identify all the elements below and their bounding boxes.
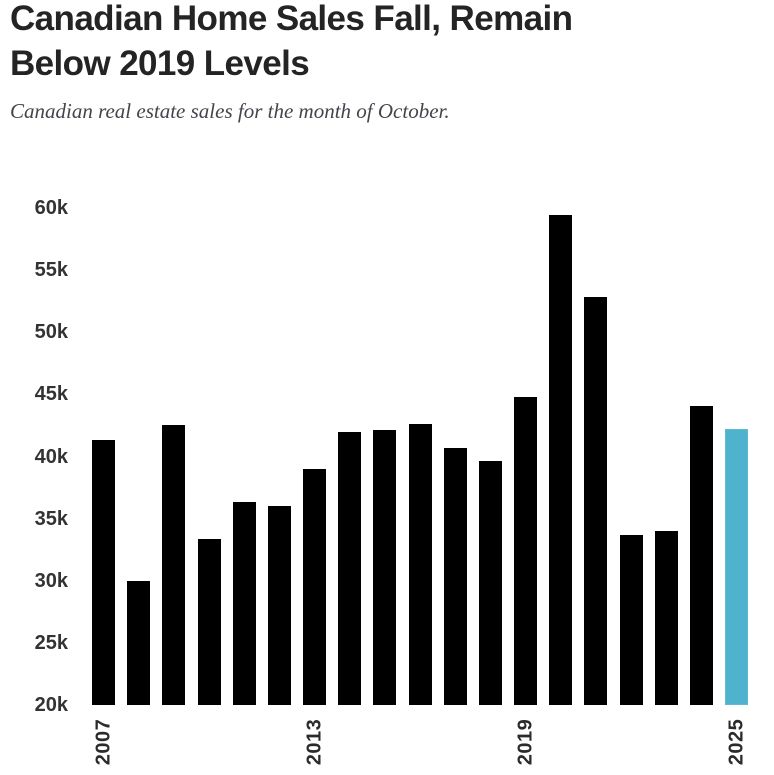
bar-2007 xyxy=(92,440,115,705)
bar-2009 xyxy=(162,425,186,705)
y-axis-tick-50k: 50k xyxy=(34,321,68,344)
bar-2019 xyxy=(514,396,538,705)
y-axis-tick-25k: 25k xyxy=(34,631,68,654)
bar-2013 xyxy=(303,468,327,705)
chart-title: Canadian Home Sales Fall, Remain Below 20… xyxy=(10,0,573,86)
bar-2017 xyxy=(443,447,467,705)
bar-2014 xyxy=(338,431,362,705)
x-axis-tick-2013: 2013 xyxy=(303,718,326,766)
y-axis-tick-35k: 35k xyxy=(34,507,68,530)
bar-2020 xyxy=(549,215,573,705)
x-axis-tick-2025: 2025 xyxy=(725,718,748,766)
bar-2018 xyxy=(478,461,502,705)
bar-2011 xyxy=(232,502,256,705)
bar-2025 xyxy=(725,429,749,705)
y-axis-tick-45k: 45k xyxy=(34,383,68,406)
x-axis-tick-2007: 2007 xyxy=(92,718,114,766)
bar-2021 xyxy=(584,297,608,705)
y-axis-tick-20k: 20k xyxy=(34,694,68,716)
y-axis-tick-60k: 60k xyxy=(34,197,68,219)
bar-2015 xyxy=(373,430,397,705)
bar-2010 xyxy=(197,538,221,705)
bar-2023 xyxy=(654,531,678,705)
y-axis-tick-55k: 55k xyxy=(34,259,68,282)
x-axis-tick-2019: 2019 xyxy=(514,718,537,766)
bar-2016 xyxy=(408,424,432,705)
chart-title-line-2: Below 2019 Levels xyxy=(10,44,310,83)
bar-2012 xyxy=(267,506,291,705)
bar-2022 xyxy=(619,534,643,705)
y-axis-tick-40k: 40k xyxy=(34,445,68,468)
bar-2008 xyxy=(127,580,151,705)
chart-subtitle: Canadian real estate sales for the month… xyxy=(10,99,450,123)
y-axis-tick-30k: 30k xyxy=(34,569,68,592)
chart-title-line-1: Canadian Home Sales Fall, Remain xyxy=(10,0,573,38)
bar-2024 xyxy=(689,405,713,705)
